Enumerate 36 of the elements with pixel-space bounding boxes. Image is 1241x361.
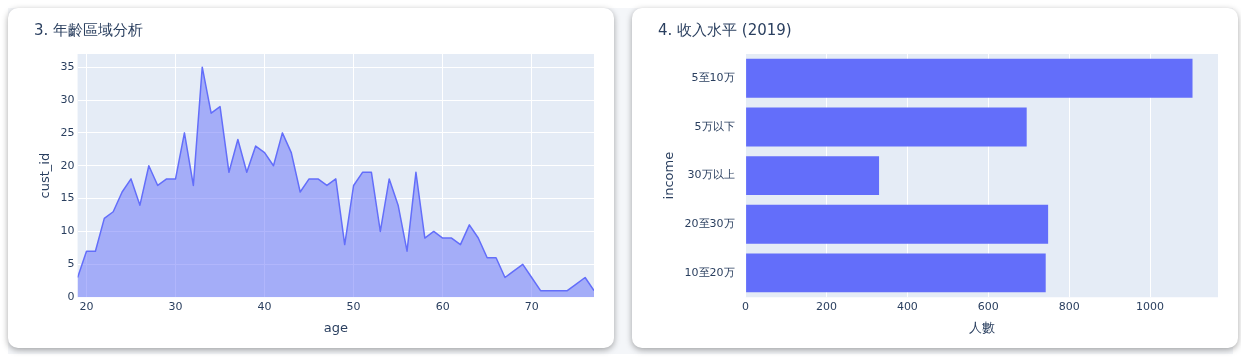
x-tick-label: 40	[257, 299, 272, 313]
x-tick-label: 200	[815, 299, 837, 313]
y-axis-title: cust_id	[37, 152, 53, 199]
x-tick-label: 20	[79, 299, 94, 313]
y-tick-label: 20	[60, 158, 75, 172]
x-axis-title: 人數	[968, 319, 995, 335]
bar	[746, 107, 1027, 147]
y-tick-label: 5万以下	[694, 119, 735, 133]
x-tick-label: 1000	[1136, 299, 1165, 313]
y-tick-label: 0	[67, 290, 75, 304]
x-tick-label: 800	[1058, 299, 1080, 313]
x-tick-label: 600	[977, 299, 999, 313]
y-tick-label: 20至30万	[684, 217, 735, 231]
y-tick-label: 10至20万	[684, 265, 735, 279]
x-tick-label: 30	[168, 299, 183, 313]
y-tick-label: 25	[60, 125, 75, 139]
bar	[746, 156, 880, 196]
y-tick-label: 5	[67, 257, 75, 271]
y-tick-label: 30	[60, 92, 75, 106]
bar	[746, 204, 1049, 244]
y-tick-label: 5至10万	[691, 71, 735, 85]
y-axis-title: income	[661, 151, 677, 200]
x-tick-label: 400	[896, 299, 918, 313]
chart-title: 4. 收入水平 (2019)	[658, 20, 792, 39]
y-tick-label: 15	[60, 191, 75, 205]
x-tick-label: 0	[742, 299, 750, 313]
x-tick-label: 70	[524, 299, 539, 313]
bar	[746, 253, 1046, 293]
x-axis-title: age	[323, 319, 348, 335]
x-tick-label: 50	[346, 299, 361, 313]
bar	[746, 58, 1193, 98]
y-tick-label: 35	[60, 60, 75, 74]
chart-title: 3. 年齡區域分析	[34, 20, 144, 39]
y-tick-label: 30万以上	[687, 168, 735, 182]
x-tick-label: 60	[435, 299, 450, 313]
y-tick-label: 10	[60, 224, 75, 238]
